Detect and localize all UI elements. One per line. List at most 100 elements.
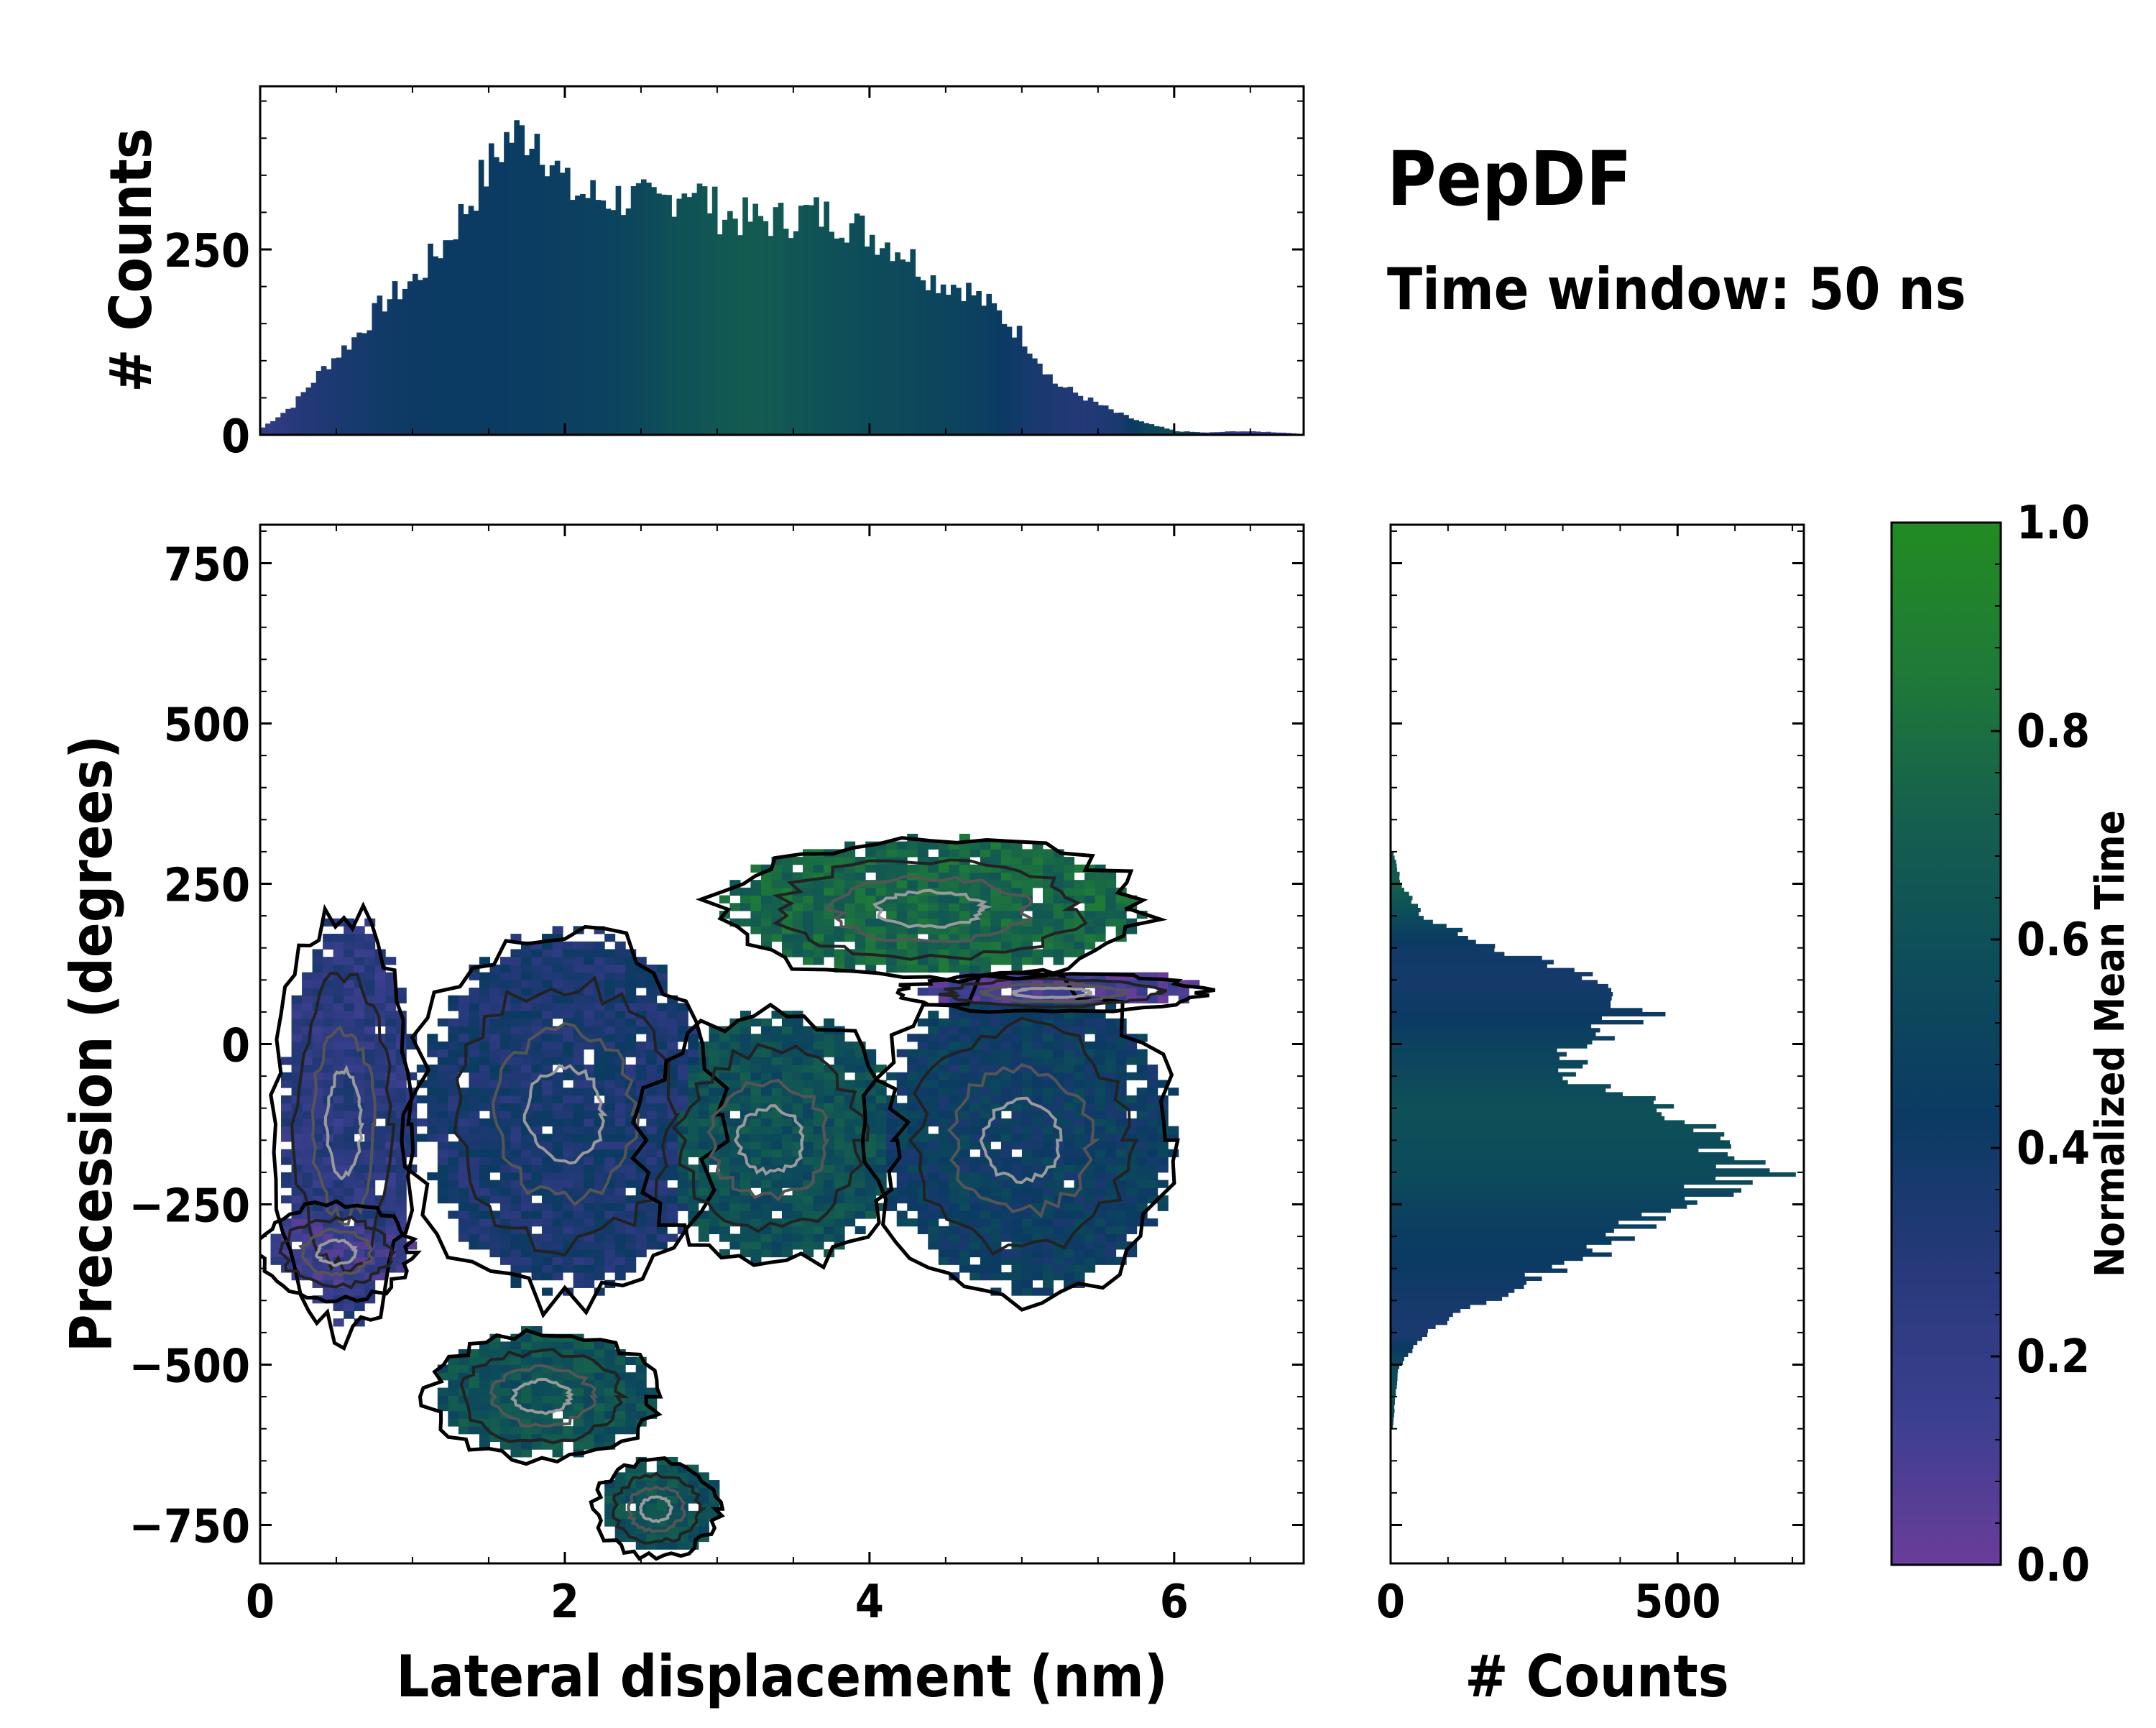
heatmap-cell (469, 1203, 480, 1211)
heatmap-cell (1021, 926, 1033, 934)
heatmap-cell (709, 1049, 720, 1057)
heatmap-cell (312, 957, 323, 965)
heatmap-cell (844, 1149, 856, 1157)
heatmap-cell (469, 1034, 480, 1042)
heatmap-cell (531, 1372, 543, 1381)
heatmap-cell (489, 1164, 501, 1173)
heatmap-cell (824, 949, 835, 957)
heatmap-cell (489, 1226, 501, 1235)
heatmap-cell (594, 1387, 605, 1396)
heatmap-cell (824, 1072, 835, 1080)
heatmap-cell (990, 1003, 1002, 1011)
heatmap-cell (792, 1141, 803, 1150)
heatmap-cell (1178, 980, 1189, 988)
heatmap-cell (312, 1141, 323, 1150)
heatmap-cell (1074, 1057, 1085, 1065)
heatmap-cell (614, 1218, 626, 1227)
density-contour (772, 858, 1088, 961)
heatmap-cell (604, 980, 616, 988)
heatmap-cell (803, 918, 814, 927)
heatmap-cell (750, 1241, 762, 1250)
heatmap-cell (499, 1441, 511, 1450)
heatmap-cell (344, 988, 355, 996)
heatmap-cell (813, 1180, 824, 1188)
heatmap-cell (980, 1126, 991, 1134)
heatmap-cell (563, 1057, 574, 1065)
heatmap-cell (1084, 1026, 1096, 1034)
top-histogram-bar (635, 183, 642, 435)
colorbar-tick-label: 0.4 (2017, 1122, 2090, 1175)
heatmap-cell (542, 1080, 553, 1088)
heatmap-cell (489, 1403, 501, 1412)
heatmap-cell (458, 1395, 469, 1404)
heatmap-cell (771, 1157, 783, 1165)
heatmap-cell (635, 1065, 647, 1073)
heatmap-cell (928, 895, 939, 904)
heatmap-cell (1064, 1095, 1075, 1104)
top-histogram-bar (488, 143, 494, 435)
heatmap-cell (291, 1187, 303, 1196)
heatmap-cell (458, 1187, 469, 1196)
heatmap-cell (1032, 1180, 1044, 1188)
top-histogram-bar (1037, 363, 1043, 435)
heatmap-cell (364, 1134, 376, 1142)
heatmap-cell (1126, 1095, 1138, 1104)
heatmap-cell (531, 1241, 543, 1250)
heatmap-cell (635, 957, 647, 965)
heatmap-cell (834, 1157, 845, 1165)
heatmap-cell (594, 1041, 605, 1050)
heatmap-cell (980, 1011, 991, 1019)
heatmap-cell (959, 1164, 970, 1173)
heatmap-cell (886, 887, 898, 896)
heatmap-cell (865, 1126, 877, 1134)
heatmap-cell (469, 1372, 480, 1381)
heatmap-cell (302, 1057, 313, 1065)
heatmap-cell (333, 1187, 344, 1196)
heatmap-cell (1011, 1118, 1023, 1127)
heatmap-cell (813, 880, 824, 888)
heatmap-cell (542, 1272, 553, 1281)
heatmap-cell (291, 1226, 303, 1235)
heatmap-cell (499, 1187, 511, 1196)
top-histogram-bar (1026, 353, 1033, 435)
top-histogram-bar (331, 358, 337, 435)
heatmap-cell (980, 964, 991, 973)
heatmap-cell (760, 934, 772, 942)
heatmap-cell (552, 1049, 563, 1057)
heatmap-cell (750, 1180, 762, 1188)
heatmap-cell (312, 1049, 323, 1057)
heatmap-cell (1011, 1011, 1023, 1019)
top-histogram-bar (671, 216, 677, 435)
heatmap-cell (667, 1141, 678, 1150)
heatmap-cell (959, 1088, 970, 1096)
heatmap-cell (354, 1180, 365, 1188)
top-histogram-bar (341, 345, 347, 435)
heatmap-cell (1000, 1249, 1012, 1258)
heatmap-cell (625, 1410, 637, 1419)
heatmap-cell (750, 1126, 762, 1134)
heatmap-cell (1053, 864, 1064, 873)
heatmap-cell (949, 949, 960, 957)
heatmap-cell (949, 926, 960, 934)
heatmap-cell (959, 1003, 970, 1011)
heatmap-cell (938, 1187, 949, 1196)
heatmap-cell (302, 1180, 313, 1188)
heatmap-cell (364, 1149, 376, 1157)
heatmap-cell (980, 1180, 991, 1188)
heatmap-cell (563, 1426, 574, 1435)
heatmap-cell (875, 1164, 887, 1173)
heatmap-cell (938, 1057, 949, 1065)
heatmap-cell (542, 1026, 553, 1034)
right-histogram-bar (1391, 1388, 1396, 1394)
heatmap-cell (928, 1164, 939, 1173)
heatmap-cell (552, 1003, 563, 1011)
top-histogram-bar (1230, 431, 1236, 435)
heatmap-cell (542, 1256, 553, 1265)
heatmap-cell (437, 1041, 448, 1050)
heatmap-cell (1032, 1065, 1044, 1073)
heatmap-cell (803, 1080, 814, 1088)
heatmap-cell (667, 1041, 678, 1050)
heatmap-cell (760, 1065, 772, 1073)
top-histogram-bar (580, 193, 586, 435)
heatmap-cell (646, 1126, 658, 1134)
